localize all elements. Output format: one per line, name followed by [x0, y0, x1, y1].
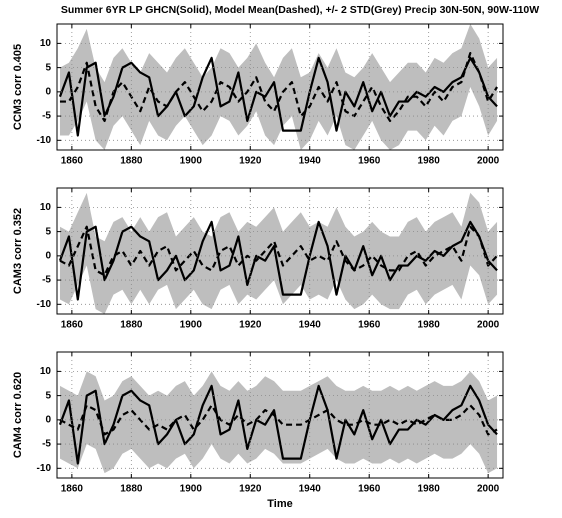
- spread-band: [59, 371, 498, 474]
- y-tick-label: 10: [40, 202, 52, 213]
- x-tick-label: 2000: [477, 320, 500, 331]
- y-tick-label: -10: [37, 135, 52, 146]
- x-tick-label: 1880: [120, 320, 143, 331]
- x-tick-label: 1920: [239, 484, 262, 495]
- plot-frame: [56, 23, 504, 151]
- y-axis-label: CAM4 corr 0.620: [12, 372, 24, 458]
- x-tick-label: 1980: [418, 484, 441, 495]
- x-tick-label: 1960: [358, 484, 381, 495]
- x-tick-label: 1860: [61, 156, 84, 167]
- x-tick-label: 1860: [61, 320, 84, 331]
- x-tick-label: 1900: [180, 320, 203, 331]
- observed-line: [58, 220, 498, 301]
- y-tick-label: 0: [45, 250, 51, 261]
- x-tick-label: 1940: [299, 156, 322, 167]
- x-axis-label: Time: [267, 498, 292, 510]
- x-tick-label: 2000: [477, 484, 500, 495]
- x-tick-label: 1880: [120, 484, 143, 495]
- figure-title: Summer 6YR LP GHCN(Solid), Model Mean(Da…: [61, 4, 539, 16]
- x-tick-label: 1960: [358, 320, 381, 331]
- observed-line: [58, 384, 498, 465]
- plot-frame: [56, 187, 504, 315]
- y-tick-label: -10: [37, 299, 52, 310]
- y-axis-label: CAM3 corr 0.352: [12, 208, 24, 294]
- y-tick-label: -10: [37, 463, 52, 474]
- x-tick-label: 1920: [239, 320, 262, 331]
- y-tick-label: -5: [42, 111, 51, 122]
- y-tick-label: 0: [45, 86, 51, 97]
- x-tick-label: 1940: [299, 320, 322, 331]
- y-tick-label: 10: [40, 38, 52, 49]
- x-tick-label: 1920: [239, 156, 262, 167]
- observed-line: [58, 56, 498, 137]
- y-tick-label: -5: [42, 439, 51, 450]
- x-tick-label: 1960: [358, 156, 381, 167]
- x-tick-label: 1900: [180, 484, 203, 495]
- model-mean-line: [59, 404, 498, 436]
- x-tick-label: 1980: [418, 156, 441, 167]
- x-tick-label: 2000: [477, 156, 500, 167]
- y-tick-label: 10: [40, 366, 52, 377]
- x-tick-label: 1880: [120, 156, 143, 167]
- model-mean-line: [59, 51, 498, 123]
- x-tick-label: 1900: [180, 156, 203, 167]
- y-axis-label: CCM3 corr 0.405: [12, 44, 24, 130]
- y-tick-label: -5: [42, 275, 51, 286]
- x-tick-label: 1940: [299, 484, 322, 495]
- y-tick-label: 5: [45, 62, 51, 73]
- y-tick-label: 5: [45, 390, 51, 401]
- model-mean-line: [59, 225, 498, 277]
- x-tick-label: 1980: [418, 320, 441, 331]
- x-tick-label: 1860: [61, 484, 84, 495]
- y-tick-label: 0: [45, 414, 51, 425]
- y-tick-label: 5: [45, 226, 51, 237]
- plot-frame: [56, 351, 504, 479]
